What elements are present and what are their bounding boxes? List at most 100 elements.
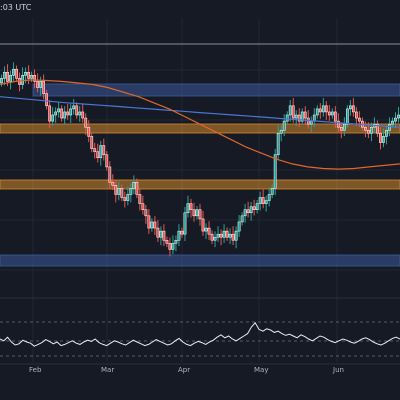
candle-body — [54, 111, 58, 116]
candle-body — [66, 111, 70, 116]
candle-body — [120, 188, 124, 198]
candle-body — [294, 114, 298, 119]
candle-body — [297, 114, 301, 122]
candle-body — [180, 230, 184, 235]
candle-body — [391, 120, 394, 125]
candle-body — [333, 111, 337, 122]
candle-body — [243, 209, 247, 217]
candle-body — [207, 227, 211, 235]
blue-support-zone — [0, 254, 400, 267]
candle-body — [96, 151, 100, 159]
candle-body — [165, 240, 169, 244]
candle-body — [303, 111, 307, 119]
x-tick-label: Feb — [29, 366, 42, 374]
candle-body — [147, 215, 151, 229]
chart-header-time-label: :03 UTC — [0, 3, 32, 12]
candle-body — [51, 114, 55, 122]
candle-body — [141, 203, 145, 210]
x-tick-label: Apr — [178, 366, 191, 374]
candle-body — [219, 233, 223, 238]
orange-support-zone — [0, 179, 400, 190]
candle-body — [135, 181, 139, 195]
candle-body — [342, 123, 346, 131]
candle-body — [252, 206, 256, 210]
candle-body — [78, 111, 82, 116]
candle-body — [321, 105, 325, 113]
candle-body — [376, 123, 379, 134]
candle-body — [0, 78, 3, 84]
candle-body — [279, 130, 283, 134]
candle-body — [60, 108, 64, 119]
candle-body — [364, 126, 367, 131]
candle-body — [12, 68, 15, 76]
candle-body — [225, 230, 229, 238]
candle-body — [84, 117, 88, 128]
candle-body — [201, 218, 205, 232]
candle-body — [324, 105, 328, 113]
candle-body — [309, 120, 313, 125]
candle-body — [99, 145, 103, 159]
x-tick-label: Jun — [333, 366, 344, 374]
candle-body — [48, 105, 52, 122]
indicator-line — [0, 321, 400, 347]
candle-body — [33, 75, 36, 82]
candle-body — [370, 126, 373, 134]
candle-body — [318, 108, 322, 113]
candle-body — [327, 111, 331, 116]
candle-body — [213, 236, 217, 241]
candle-body — [382, 136, 385, 143]
candle-body — [123, 197, 127, 201]
candle-body — [36, 81, 39, 88]
candle-body — [315, 108, 319, 116]
candle-body — [126, 194, 130, 201]
candle-body — [108, 166, 112, 183]
candle-body — [210, 233, 214, 241]
candle-body — [30, 75, 33, 79]
candle-body — [177, 230, 181, 241]
candle-body — [114, 185, 118, 195]
candle-body — [330, 111, 334, 116]
candle-body — [72, 105, 76, 110]
candle-body — [351, 105, 355, 113]
candle-body — [150, 221, 154, 229]
candle-body — [156, 227, 160, 238]
candle-body — [90, 136, 94, 149]
candle-body — [285, 114, 289, 122]
candle-body — [192, 209, 196, 217]
candle-body — [264, 200, 268, 204]
candle-body — [102, 145, 106, 155]
candle-body — [222, 230, 226, 238]
candle-body — [195, 209, 199, 217]
candle-body — [282, 120, 286, 131]
candle-body — [138, 194, 142, 204]
candle-body — [105, 154, 109, 168]
candle-body — [258, 197, 262, 204]
candle-body — [159, 230, 163, 238]
candle-body — [273, 154, 277, 189]
candle-body — [93, 148, 97, 152]
candle-body — [189, 203, 193, 210]
ma-orange-line — [0, 79, 400, 170]
candle-body — [168, 243, 172, 250]
candle-body — [3, 71, 6, 79]
candle-body — [345, 108, 349, 125]
candle-body — [15, 68, 18, 79]
candle-body — [45, 93, 49, 107]
candle-body — [216, 233, 220, 238]
candle-body — [237, 221, 241, 232]
candle-body — [288, 105, 292, 116]
candle-body — [132, 181, 136, 189]
candle-body — [69, 108, 73, 116]
candle-body — [255, 203, 259, 210]
candle-body — [111, 181, 115, 186]
candle-body — [267, 194, 271, 201]
candle-body — [367, 130, 370, 134]
candle-body — [162, 230, 166, 241]
candle-body — [234, 230, 238, 241]
x-tick-label: May — [254, 366, 269, 374]
candle-body — [240, 215, 244, 223]
candle-body — [379, 133, 382, 143]
candle-body — [291, 105, 295, 119]
